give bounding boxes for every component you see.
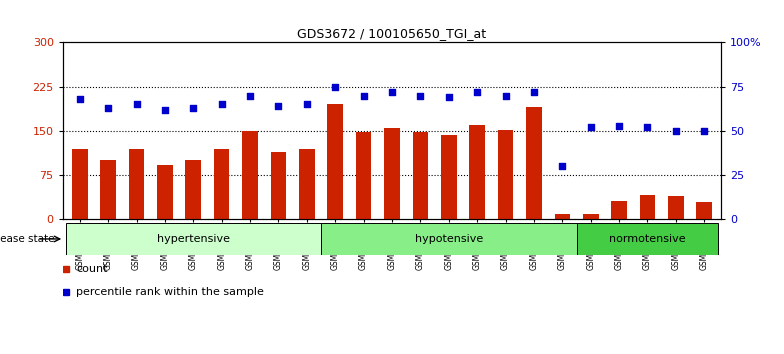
Bar <box>498 130 514 219</box>
Bar <box>696 202 712 219</box>
Bar <box>668 196 684 219</box>
Point <box>556 164 568 169</box>
Bar <box>441 135 456 219</box>
Bar <box>66 223 321 255</box>
Point <box>499 93 512 98</box>
Point <box>158 107 171 113</box>
Bar <box>384 128 400 219</box>
Point <box>329 84 342 90</box>
Point <box>216 102 228 107</box>
Bar <box>640 195 655 219</box>
Bar <box>299 149 314 219</box>
Point <box>102 105 114 111</box>
Point <box>386 89 398 95</box>
Bar <box>526 107 542 219</box>
Bar <box>321 223 576 255</box>
Point <box>584 125 597 130</box>
Title: GDS3672 / 100105650_TGI_at: GDS3672 / 100105650_TGI_at <box>297 27 487 40</box>
Point <box>272 103 285 109</box>
Text: count: count <box>76 264 107 274</box>
Bar <box>328 104 343 219</box>
Bar <box>214 149 230 219</box>
Bar <box>242 131 258 219</box>
Point <box>698 128 710 134</box>
Bar <box>100 160 116 219</box>
Bar <box>157 165 172 219</box>
Text: percentile rank within the sample: percentile rank within the sample <box>76 287 263 297</box>
Point <box>528 89 540 95</box>
Point <box>358 93 370 98</box>
Bar <box>412 132 428 219</box>
Text: disease state: disease state <box>0 234 55 244</box>
Point <box>74 96 86 102</box>
Point <box>641 125 654 130</box>
Point <box>187 105 200 111</box>
Bar <box>356 132 372 219</box>
Point <box>300 102 313 107</box>
Point <box>414 93 426 98</box>
Bar <box>72 149 88 219</box>
Point <box>244 93 256 98</box>
Bar <box>270 152 286 219</box>
Text: normotensive: normotensive <box>609 234 686 244</box>
Bar <box>576 223 718 255</box>
Bar <box>612 201 627 219</box>
Bar <box>583 213 598 219</box>
Text: hypotensive: hypotensive <box>415 234 483 244</box>
Point <box>613 123 626 129</box>
Point <box>442 95 455 100</box>
Bar <box>470 125 485 219</box>
Bar <box>129 149 144 219</box>
Point <box>130 102 143 107</box>
Bar <box>186 160 201 219</box>
Bar <box>554 213 570 219</box>
Point <box>670 128 682 134</box>
Text: hypertensive: hypertensive <box>157 234 230 244</box>
Point <box>471 89 484 95</box>
